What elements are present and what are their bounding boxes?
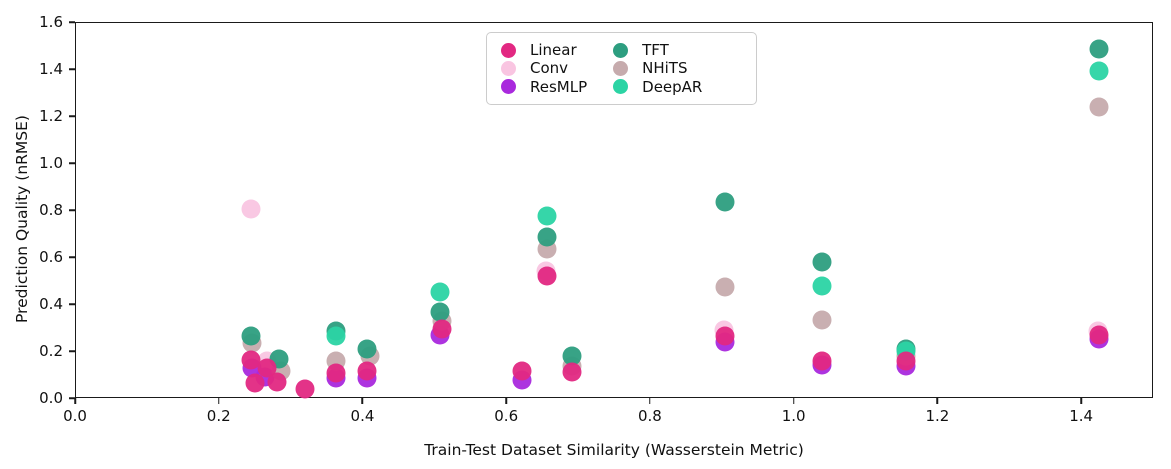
x-tick-label: 0.6: [494, 407, 519, 425]
scatter-point-linear: [295, 379, 315, 399]
scatter-point-linear: [241, 350, 261, 370]
y-tick-label: 0.8: [39, 201, 63, 219]
y-tick-label: 1.2: [39, 107, 63, 125]
legend-item-nhits: NHiTS: [613, 59, 702, 77]
legend-box: Linear Conv ResMLP TFT NHiTS DeepAR: [486, 32, 757, 105]
scatter-point-nhits: [1089, 97, 1109, 117]
legend-label: ResMLP: [530, 77, 588, 96]
y-axis-label: Prediction Quality (nRMSE): [13, 115, 31, 323]
scatter-point-linear: [562, 362, 582, 382]
scatter-point-tft: [1089, 39, 1109, 59]
x-tick-mark: [361, 398, 364, 404]
legend-label: DeepAR: [642, 77, 703, 96]
legend-item-linear: Linear: [501, 41, 587, 59]
x-tick-mark: [936, 398, 939, 404]
scatter-point-tft: [715, 192, 735, 212]
x-tick-label: 0.2: [206, 407, 231, 425]
legend-column: Linear Conv ResMLP: [501, 39, 587, 98]
scatter-point-linear: [357, 361, 377, 380]
legend-marker-icon: [613, 60, 629, 76]
scatter-point-linear: [267, 372, 287, 392]
scatter-point-deepar: [326, 326, 346, 346]
y-tick-mark: [69, 115, 75, 117]
legend-item-deepar: DeepAR: [613, 78, 702, 96]
scatter-point-tft: [812, 252, 832, 272]
x-tick-label: 0.0: [63, 407, 87, 425]
y-tick-mark: [69, 162, 75, 164]
x-tick-label: 0.8: [637, 407, 662, 425]
legend-item-resmlp: ResMLP: [501, 78, 587, 96]
scatter-point-tft: [537, 227, 557, 247]
y-tick-mark: [69, 397, 75, 399]
scatter-point-nhits: [715, 277, 735, 297]
scatter-point-deepar: [812, 276, 832, 296]
legend-marker-icon: [501, 42, 516, 58]
legend-item-tft: TFT: [613, 41, 702, 59]
scatter-point-linear: [245, 373, 265, 393]
x-tick-mark: [505, 398, 507, 404]
scatter-point-deepar: [1089, 61, 1109, 81]
legend-marker-icon: [613, 79, 629, 95]
scatter-point-linear: [432, 319, 452, 339]
x-tick-mark: [1080, 398, 1082, 404]
y-tick-label: 0.0: [39, 389, 63, 407]
y-tick-mark: [69, 209, 75, 211]
scatter-point-linear: [812, 351, 832, 371]
legend-label: TFT: [642, 41, 669, 60]
y-tick-mark: [69, 350, 75, 352]
legend-marker-icon: [501, 60, 516, 76]
y-tick-label: 1.0: [39, 154, 63, 172]
scatter-point-linear: [512, 361, 532, 381]
scatter-point-tft: [357, 339, 377, 359]
x-axis-label: Train-Test Dataset Similarity (Wasserste…: [424, 441, 804, 459]
legend-column: TFT NHiTS DeepAR: [613, 39, 702, 98]
y-tick-mark: [69, 256, 75, 258]
x-tick-label: 0.4: [350, 407, 375, 425]
scatter-point-tft: [430, 302, 450, 322]
legend-item-conv: Conv: [501, 59, 587, 77]
x-tick-mark: [649, 398, 651, 404]
legend-label: NHiTS: [642, 59, 688, 78]
scatter-point-linear: [1089, 325, 1109, 345]
y-tick-label: 0.4: [39, 295, 63, 313]
x-tick-mark: [217, 398, 220, 404]
x-tick-label: 1.2: [925, 407, 950, 425]
scatter-point-conv: [241, 199, 261, 219]
y-tick-mark: [69, 68, 75, 70]
scatter-point-deepar: [430, 282, 450, 302]
legend-marker-icon: [501, 79, 516, 95]
scatter-point-linear: [715, 326, 735, 346]
x-tick-mark: [792, 398, 795, 404]
y-tick-label: 1.6: [39, 13, 63, 31]
scatter-point-tft: [562, 346, 582, 366]
y-tick-mark: [69, 21, 75, 23]
x-tick-label: 1.0: [781, 407, 806, 425]
y-tick-mark: [69, 303, 75, 305]
scatter-point-linear: [896, 351, 916, 371]
y-tick-label: 0.2: [39, 342, 63, 360]
scatter-point-nhits: [812, 310, 832, 330]
x-tick-label: 1.4: [1069, 407, 1094, 425]
legend-marker-icon: [613, 42, 629, 58]
scatter-point-deepar: [537, 206, 557, 226]
scatter-point-tft: [241, 326, 261, 346]
y-tick-label: 0.6: [39, 248, 63, 266]
y-tick-label: 1.4: [39, 60, 63, 78]
legend-label: Linear: [530, 41, 577, 60]
legend-label: Conv: [530, 59, 569, 78]
x-tick-mark: [74, 398, 76, 404]
scatter-point-linear: [326, 363, 346, 383]
scatter-point-linear: [537, 266, 557, 286]
